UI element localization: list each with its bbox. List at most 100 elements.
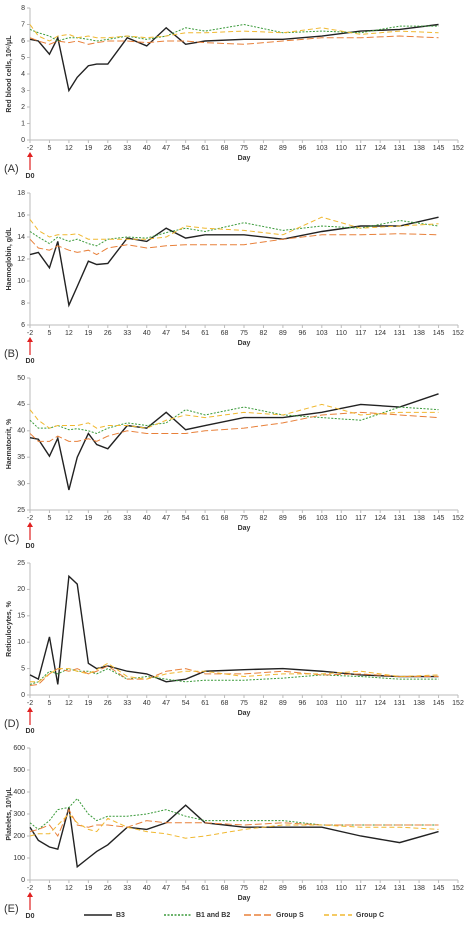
series-line — [29, 233, 439, 256]
y-tick-label: 5 — [21, 54, 25, 61]
x-tick-label: 54 — [182, 515, 190, 522]
x-tick-label: 82 — [260, 885, 268, 892]
series-line — [29, 668, 439, 685]
x-tick-label: 54 — [182, 885, 190, 892]
x-tick-label: -2 — [27, 330, 33, 337]
x-tick-label: 61 — [201, 330, 209, 337]
series-line — [29, 216, 439, 308]
y-tick-label: 500 — [13, 767, 25, 774]
x-tick-label: 19 — [84, 515, 92, 522]
x-tick-label: 103 — [316, 885, 328, 892]
y-tick-label: 18 — [17, 190, 25, 197]
series-line — [29, 216, 439, 240]
x-axis-label: Day — [238, 710, 251, 717]
x-tick-label: 33 — [123, 700, 131, 707]
x-tick-label: 103 — [316, 700, 328, 707]
legend-label: B3 — [116, 912, 125, 919]
y-axis-label: Haemoglobin, g/dL — [6, 227, 13, 291]
y-tick-label: 600 — [13, 745, 25, 752]
y-tick-label: 10 — [17, 639, 25, 646]
x-tick-label: 96 — [298, 885, 306, 892]
x-tick-label: 124 — [374, 330, 386, 337]
x-axis-label: Day — [238, 340, 251, 347]
x-tick-label: 138 — [413, 885, 425, 892]
series-line — [29, 403, 439, 429]
x-tick-label: 33 — [123, 515, 131, 522]
x-axis-label: Day — [238, 155, 251, 162]
x-tick-label: 145 — [433, 515, 445, 522]
x-tick-label: 138 — [413, 330, 425, 337]
x-tick-label: 89 — [279, 700, 287, 707]
x-tick-label: 26 — [104, 145, 112, 152]
x-tick-label: 75 — [240, 515, 248, 522]
x-tick-label: 47 — [162, 145, 170, 152]
x-tick-label: 138 — [413, 145, 425, 152]
x-tick-label: 82 — [260, 700, 268, 707]
x-tick-label: 124 — [374, 145, 386, 152]
series-line — [29, 406, 439, 434]
x-tick-label: 5 — [48, 515, 52, 522]
y-tick-label: 45 — [17, 401, 25, 408]
x-tick-label: 152 — [452, 700, 464, 707]
y-tick-label: 30 — [17, 480, 25, 487]
x-tick-label: 75 — [240, 145, 248, 152]
y-tick-label: 6 — [21, 38, 25, 45]
x-tick-label: 96 — [298, 145, 306, 152]
annotation: D0 — [26, 913, 35, 920]
x-tick-label: 19 — [84, 700, 92, 707]
x-tick-label: 5 — [48, 145, 52, 152]
x-tick-label: 152 — [452, 145, 464, 152]
x-tick-label: 96 — [298, 330, 306, 337]
x-tick-label: 40 — [143, 330, 151, 337]
x-tick-label: -2 — [27, 700, 33, 707]
x-tick-label: 12 — [65, 145, 73, 152]
y-tick-label: 200 — [13, 833, 25, 840]
panel-label: (A) — [4, 163, 19, 175]
series-line — [29, 219, 439, 247]
x-tick-label: 33 — [123, 885, 131, 892]
series-line — [30, 662, 439, 683]
x-axis-label: Day — [238, 895, 251, 902]
x-tick-label: 110 — [336, 145, 347, 152]
y-tick-label: 8 — [21, 5, 25, 12]
x-tick-label: 12 — [65, 515, 73, 522]
y-tick-label: 14 — [17, 234, 25, 241]
y-tick-label: 10 — [17, 278, 25, 285]
x-tick-label: 26 — [104, 330, 112, 337]
x-tick-label: 68 — [221, 885, 229, 892]
d0-arrowhead — [27, 337, 33, 342]
y-tick-label: 6 — [21, 322, 25, 329]
y-tick-label: 20 — [17, 586, 25, 593]
x-tick-label: 61 — [201, 700, 209, 707]
series-line — [29, 23, 439, 93]
x-tick-label: 96 — [298, 515, 306, 522]
x-tick-label: 54 — [182, 145, 190, 152]
x-tick-label: 61 — [201, 885, 209, 892]
x-tick-label: 124 — [374, 885, 386, 892]
x-tick-label: 33 — [123, 145, 131, 152]
series-line — [29, 24, 439, 42]
x-tick-label: 89 — [279, 515, 287, 522]
d0-arrowhead — [27, 707, 33, 712]
x-tick-label: 40 — [143, 700, 151, 707]
x-tick-label: 5 — [48, 330, 52, 337]
y-tick-label: 8 — [21, 300, 25, 307]
x-tick-label: 138 — [413, 515, 425, 522]
x-tick-label: 82 — [260, 515, 268, 522]
series-line — [29, 393, 439, 491]
x-tick-label: 40 — [143, 885, 151, 892]
x-tick-label: 117 — [355, 700, 366, 707]
y-tick-label: 15 — [17, 613, 25, 620]
x-tick-label: 117 — [355, 885, 366, 892]
x-tick-label: 75 — [240, 700, 248, 707]
legend-label: Group C — [356, 912, 384, 919]
x-tick-label: 124 — [374, 515, 386, 522]
x-tick-label: 103 — [316, 330, 328, 337]
x-tick-label: 89 — [279, 145, 287, 152]
annotation: D0 — [26, 543, 35, 550]
legend-label: B1 and B2 — [196, 912, 230, 919]
x-tick-label: 40 — [143, 515, 151, 522]
y-tick-label: 400 — [13, 789, 25, 796]
x-tick-label: 110 — [336, 700, 347, 707]
x-tick-label: 82 — [260, 145, 268, 152]
